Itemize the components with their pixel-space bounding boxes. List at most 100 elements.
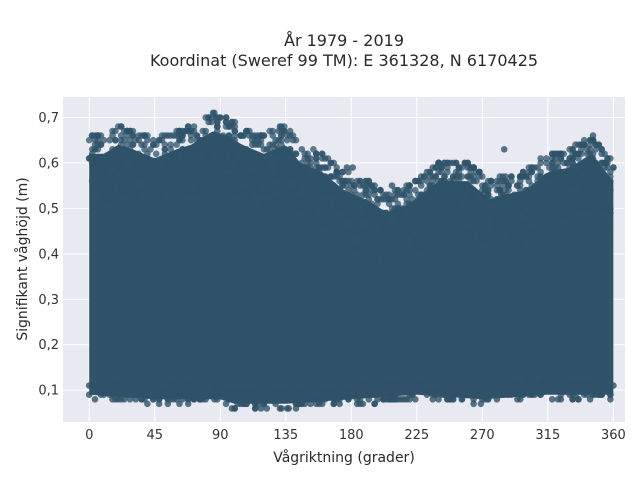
x-tick-labels: 0 45 90 135 180 225 270 315 360 bbox=[85, 428, 626, 443]
data-point bbox=[441, 173, 448, 180]
data-point bbox=[150, 196, 157, 203]
data-point bbox=[426, 205, 434, 212]
data-point bbox=[368, 200, 376, 208]
data-point bbox=[415, 382, 422, 389]
data-point-outlier bbox=[212, 114, 220, 121]
data-point bbox=[202, 386, 209, 394]
data-point bbox=[406, 396, 413, 403]
data-point bbox=[278, 386, 285, 394]
data-point bbox=[170, 396, 177, 403]
data-point bbox=[607, 396, 614, 403]
data-point bbox=[537, 182, 544, 189]
data-point bbox=[234, 164, 241, 171]
data-point bbox=[420, 236, 428, 244]
data-point bbox=[138, 164, 145, 171]
data-point bbox=[231, 136, 239, 144]
data-point bbox=[94, 155, 102, 162]
data-point bbox=[106, 191, 113, 198]
data-point bbox=[607, 186, 614, 194]
data-point bbox=[400, 236, 408, 244]
data-point bbox=[476, 200, 483, 208]
data-point bbox=[560, 196, 568, 203]
data-point bbox=[216, 146, 224, 153]
data-point bbox=[313, 396, 320, 403]
data-point bbox=[473, 214, 480, 221]
data-point bbox=[152, 150, 160, 158]
data-point bbox=[117, 141, 125, 148]
data-point bbox=[283, 136, 291, 144]
data-point bbox=[426, 232, 434, 239]
data-point bbox=[516, 196, 524, 203]
data-point bbox=[199, 127, 207, 135]
data-point bbox=[327, 173, 335, 180]
data-point-outlier bbox=[477, 400, 485, 408]
data-point bbox=[601, 205, 608, 212]
data-point bbox=[324, 209, 332, 217]
data-point bbox=[452, 227, 460, 235]
data-point bbox=[292, 159, 300, 167]
data-point bbox=[452, 386, 460, 394]
data-point bbox=[406, 223, 413, 230]
data-point-outlier bbox=[500, 146, 508, 153]
data-point bbox=[557, 150, 565, 158]
data-point bbox=[388, 386, 396, 394]
data-point bbox=[324, 391, 332, 399]
data-point bbox=[179, 182, 186, 189]
data-point bbox=[339, 196, 346, 203]
data-point bbox=[377, 223, 384, 230]
data-point bbox=[187, 391, 195, 399]
data-point bbox=[441, 382, 448, 389]
data-point bbox=[394, 236, 402, 244]
data-point bbox=[318, 186, 326, 194]
data-point bbox=[176, 159, 183, 167]
data-point bbox=[272, 196, 279, 203]
data-point bbox=[479, 186, 486, 194]
x-tick-label: 225 bbox=[404, 428, 429, 443]
data-point bbox=[301, 205, 309, 212]
data-point bbox=[115, 150, 122, 158]
data-point bbox=[586, 182, 594, 189]
data-point bbox=[537, 223, 544, 230]
data-point bbox=[368, 186, 376, 194]
data-point bbox=[580, 141, 588, 148]
data-point bbox=[225, 391, 233, 399]
data-point bbox=[295, 173, 303, 180]
data-point bbox=[575, 150, 582, 158]
data-point bbox=[100, 168, 108, 176]
data-point bbox=[563, 159, 571, 167]
data-point bbox=[502, 177, 509, 185]
data-point bbox=[461, 227, 469, 235]
data-point bbox=[481, 236, 489, 244]
data-point bbox=[310, 196, 317, 203]
data-point bbox=[572, 173, 579, 180]
data-point bbox=[429, 191, 437, 198]
data-point bbox=[292, 391, 300, 399]
data-point bbox=[423, 186, 431, 194]
data-point bbox=[246, 159, 253, 167]
data-point bbox=[100, 155, 108, 162]
data-point bbox=[441, 205, 448, 212]
data-point bbox=[106, 391, 113, 399]
data-point bbox=[569, 396, 576, 403]
data-point bbox=[374, 386, 381, 394]
data-point bbox=[380, 396, 387, 403]
data-point bbox=[362, 232, 370, 239]
data-point bbox=[604, 223, 611, 230]
data-point-outlier bbox=[412, 177, 419, 185]
data-point bbox=[569, 182, 576, 189]
data-point bbox=[167, 382, 174, 389]
data-point bbox=[184, 400, 192, 408]
data-point bbox=[601, 182, 608, 189]
data-point bbox=[231, 391, 239, 399]
data-point bbox=[251, 141, 259, 148]
data-point bbox=[368, 182, 376, 189]
data-point-outlier bbox=[551, 155, 559, 162]
data-point bbox=[359, 200, 367, 208]
data-point bbox=[502, 246, 509, 253]
data-point bbox=[502, 173, 509, 180]
data-point bbox=[138, 132, 145, 139]
data-point bbox=[289, 132, 297, 139]
y-tick-label: 0,5 bbox=[38, 202, 59, 217]
data-point bbox=[531, 191, 538, 198]
data-point bbox=[406, 227, 413, 235]
